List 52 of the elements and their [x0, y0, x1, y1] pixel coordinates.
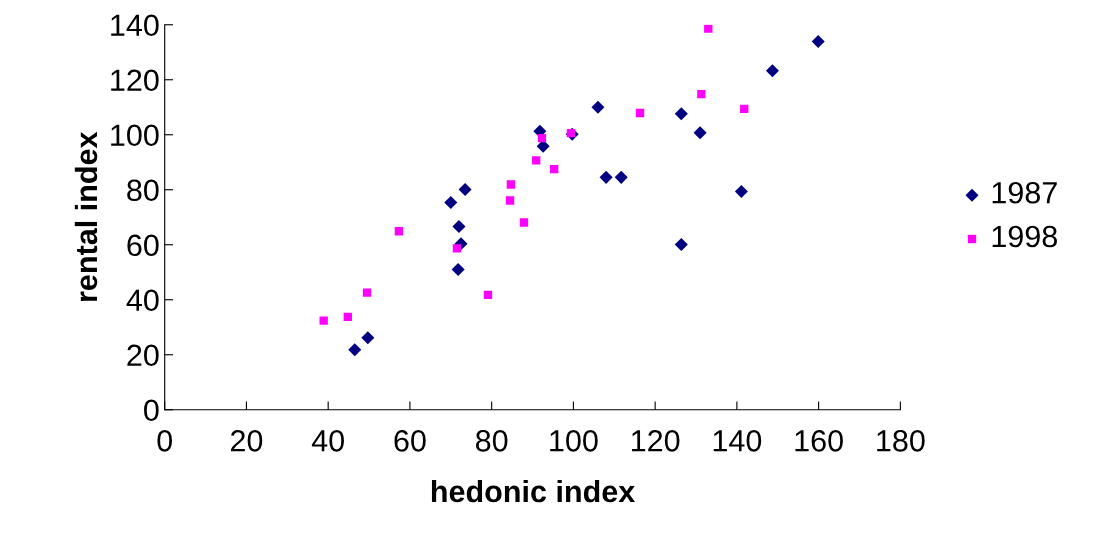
point: [550, 164, 559, 174]
y-tick-label: 20: [127, 344, 159, 367]
y-axis-title: rental index: [74, 131, 98, 301]
x-tick-label: 140: [713, 430, 762, 452]
point: [458, 182, 472, 196]
point: [483, 290, 493, 299]
point: [704, 24, 713, 33]
y-tick-label: 140: [111, 14, 159, 37]
point: [599, 170, 613, 184]
legend-label: 1987: [992, 181, 1057, 204]
point: [348, 343, 362, 357]
point: [765, 64, 779, 78]
point: [451, 262, 465, 277]
x-tick-label: 180: [877, 430, 925, 452]
point: [361, 331, 375, 345]
point: [394, 227, 404, 236]
point: [452, 220, 466, 234]
y-tick-label: 0: [144, 399, 159, 422]
y-tick-label: 40: [126, 289, 159, 312]
point: [697, 89, 706, 99]
point: [693, 126, 707, 140]
y-tick-label: 100: [111, 124, 159, 147]
point: [635, 108, 645, 118]
point: [519, 218, 529, 227]
x-tick-label: 20: [230, 430, 263, 452]
point: [506, 180, 516, 189]
x-tick-label: 60: [394, 430, 426, 452]
y-tick-label: 80: [127, 179, 159, 202]
y-tick-label: 120: [111, 69, 159, 92]
point: [811, 35, 825, 49]
point: [319, 316, 328, 325]
point: [532, 156, 541, 165]
point: [362, 288, 372, 297]
point: [734, 184, 748, 198]
x-tick-label: 80: [476, 430, 508, 452]
x-tick-label: 100: [550, 430, 598, 452]
point: [343, 312, 352, 321]
point: [505, 196, 515, 205]
point: [740, 104, 749, 114]
point: [674, 237, 688, 251]
x-tick-label: 40: [311, 430, 344, 452]
legend-label: 1998: [992, 225, 1057, 248]
point: [444, 195, 458, 209]
point: [614, 170, 628, 184]
x-tick-label: 120: [631, 430, 680, 452]
point: [591, 100, 605, 114]
x-axis-title: hedonic index: [431, 479, 636, 503]
point: [452, 244, 462, 253]
point: [674, 107, 688, 121]
y-tick-label: 60: [127, 234, 159, 257]
point: [537, 133, 547, 143]
x-tick-label: 160: [795, 430, 843, 452]
